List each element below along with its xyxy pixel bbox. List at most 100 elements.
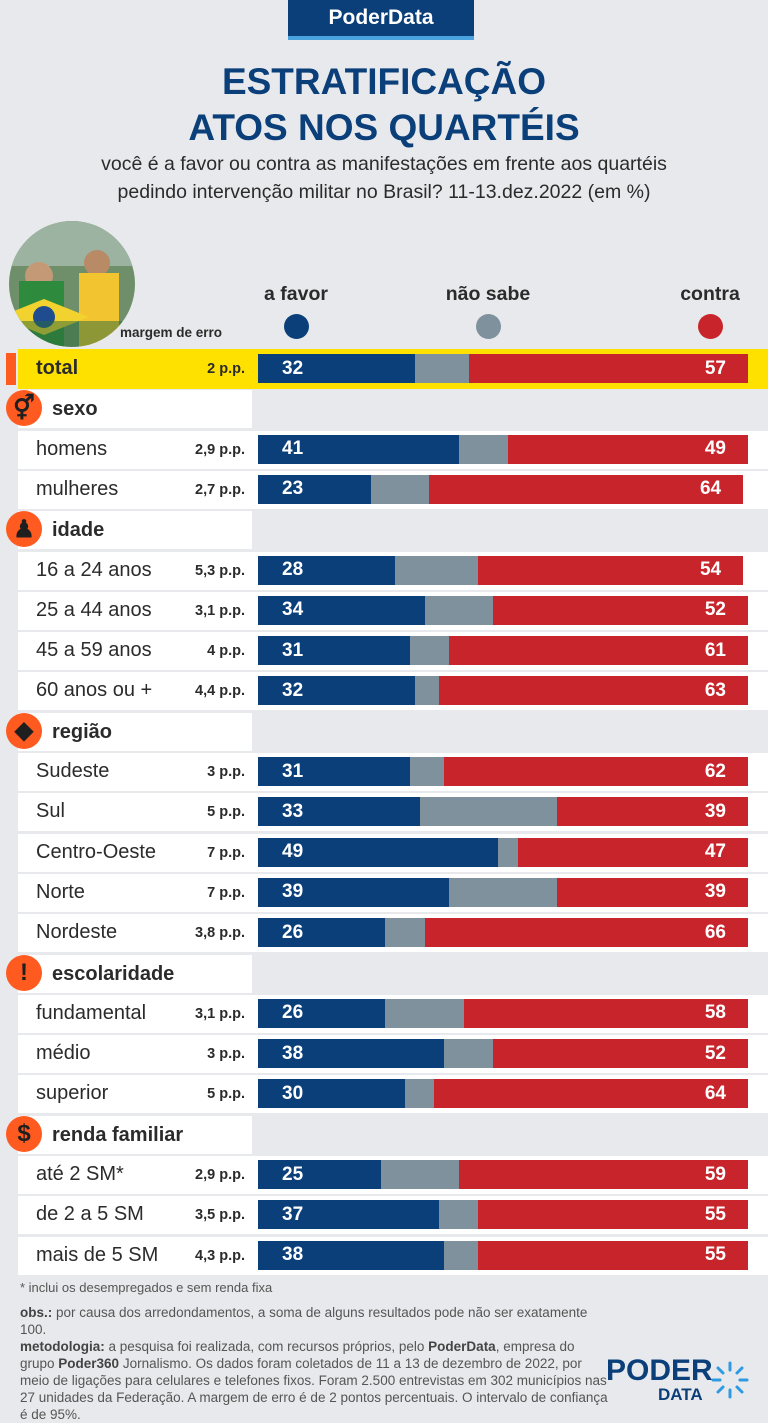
row-margin: 5,3 p.p. bbox=[195, 562, 245, 579]
section-header-bg bbox=[18, 954, 252, 993]
row-margin: 3,1 p.p. bbox=[195, 602, 245, 619]
bar-contra-label: 47 bbox=[704, 841, 726, 863]
bar-favor-label: 25 bbox=[282, 1163, 304, 1185]
bar-favor-label: 38 bbox=[282, 1042, 304, 1064]
section-header-bg bbox=[18, 511, 252, 550]
legend-favor-dot bbox=[283, 314, 309, 339]
exclamation-icon: ! bbox=[6, 954, 42, 991]
bar-nao-sabe bbox=[370, 474, 430, 504]
stacked-bar: 30 64 bbox=[258, 1079, 748, 1109]
bar-nao-sabe bbox=[409, 757, 445, 786]
obs-label: obs.: bbox=[20, 1305, 53, 1320]
logo-top: PODER bbox=[606, 1354, 713, 1387]
bar-contra: 54 bbox=[478, 555, 744, 585]
row-margin: 2,9 p.p. bbox=[195, 1167, 245, 1183]
stacked-bar: 34 52 bbox=[258, 595, 748, 625]
bar-nao-sabe bbox=[385, 918, 425, 948]
metodologia-text-3: Jornalismo. Os dados foram coletados de … bbox=[20, 1356, 608, 1422]
bar-contra-label: 59 bbox=[704, 1163, 726, 1185]
bar-favor-label: 23 bbox=[282, 478, 304, 500]
bar-contra: 52 bbox=[493, 595, 748, 625]
row-label-bg bbox=[18, 753, 252, 791]
section-header-bg-right bbox=[252, 511, 768, 550]
row-label-bg bbox=[18, 591, 252, 630]
bar-nao-sabe bbox=[419, 797, 557, 827]
bar-contra: 49 bbox=[507, 434, 748, 464]
brazil-map-icon: ◆ bbox=[6, 712, 42, 749]
row-label-bg bbox=[18, 430, 252, 469]
row-label: Sudeste bbox=[36, 760, 110, 782]
bar-contra: 39 bbox=[556, 797, 748, 827]
legend-nao-sabe-label: não sabe bbox=[445, 283, 531, 305]
page-title: ESTRATIFICAÇÃO bbox=[221, 61, 547, 102]
row-label: 25 a 44 anos bbox=[36, 598, 152, 621]
section-header-bg bbox=[18, 1115, 252, 1154]
bar-contra: 58 bbox=[463, 998, 748, 1028]
page-title-line2: ATOS NOS QUARTÉIS bbox=[188, 107, 580, 148]
legend-contra-dot bbox=[697, 314, 723, 339]
row-label-bg bbox=[18, 470, 252, 509]
bar-favor: 33 bbox=[258, 797, 420, 827]
row-label: superior bbox=[36, 1082, 109, 1105]
row-margin: 3 p.p. bbox=[207, 1046, 245, 1063]
row-label-bg bbox=[18, 994, 252, 1033]
row-margin: 3,5 p.p. bbox=[195, 1207, 245, 1224]
metodologia-brand2: Poder360 bbox=[58, 1356, 120, 1371]
row-label: 45 a 59 anos bbox=[36, 639, 152, 662]
bar-favor-label: 32 bbox=[282, 679, 304, 701]
stacked-bar: 26 58 bbox=[258, 998, 748, 1028]
bar-nao-sabe bbox=[444, 1240, 479, 1270]
bar-contra-label: 55 bbox=[704, 1244, 726, 1266]
section-header-bg bbox=[18, 712, 252, 751]
bar-nao-sabe bbox=[424, 595, 494, 625]
bar-contra: 63 bbox=[439, 676, 748, 706]
stacked-bar: 41 49 bbox=[258, 434, 748, 464]
legend-contra: contra bbox=[640, 283, 768, 339]
stacked-bar: 32 57 bbox=[258, 354, 748, 383]
bar-nao-sabe bbox=[405, 1079, 435, 1109]
row-margin: 3,8 p.p. bbox=[195, 925, 245, 942]
metodologia-brand: PoderData bbox=[428, 1339, 496, 1354]
poderdata-logo: PODER DATA bbox=[606, 1356, 756, 1416]
subtitle: você é a favor ou contra as manifestaçõe… bbox=[101, 153, 667, 175]
bar-nao-sabe bbox=[385, 998, 464, 1028]
bar-contra-label: 49 bbox=[704, 438, 726, 460]
legend-favor-label: a favor bbox=[264, 283, 328, 305]
stacked-bar: 31 62 bbox=[258, 757, 748, 786]
bar-favor-label: 39 bbox=[282, 881, 304, 903]
row-label: homens bbox=[36, 437, 108, 460]
subtitle-line2: pedindo intervenção militar no Brasil? 1… bbox=[117, 181, 651, 203]
section-label: renda familiar bbox=[52, 1123, 184, 1146]
sunburst-icon bbox=[711, 1361, 749, 1399]
bar-nao-sabe bbox=[498, 837, 518, 867]
bar-favor-label: 49 bbox=[282, 841, 304, 863]
methodology-notes: obs.: por causa dos arredondamentos, a s… bbox=[20, 1304, 610, 1423]
stacked-bar: 26 66 bbox=[258, 918, 748, 948]
stacked-bar: 28 54 bbox=[258, 555, 744, 585]
row-label: Nordeste bbox=[36, 921, 118, 944]
bar-nao-sabe bbox=[414, 354, 469, 383]
person-icon: ♟ bbox=[6, 511, 42, 548]
bar-contra-label: 62 bbox=[704, 760, 726, 782]
section-header-bg bbox=[18, 390, 252, 429]
section-header-bg-right bbox=[252, 954, 768, 993]
bar-favor: 38 bbox=[258, 1240, 445, 1270]
bar-contra-label: 64 bbox=[699, 478, 722, 500]
bar-favor: 41 bbox=[258, 434, 459, 464]
stacked-bar: 33 39 bbox=[258, 797, 748, 827]
row-label: Centro-Oeste bbox=[36, 840, 157, 863]
bar-favor-label: 33 bbox=[282, 800, 304, 822]
stacked-bar: 31 61 bbox=[258, 636, 748, 666]
bar-favor: 31 bbox=[258, 757, 410, 786]
bar-nao-sabe bbox=[414, 676, 440, 706]
bar-favor: 30 bbox=[258, 1079, 405, 1109]
bar-contra: 64 bbox=[434, 1079, 748, 1109]
bar-contra: 64 bbox=[429, 474, 744, 504]
section-header-bg-right bbox=[252, 390, 768, 429]
stacked-bar: 38 52 bbox=[258, 1039, 748, 1069]
brand-badge: PoderData bbox=[288, 0, 474, 40]
bar-contra: 66 bbox=[424, 918, 748, 948]
metodologia-label: metodologia: bbox=[20, 1339, 105, 1354]
bar-contra-label: 57 bbox=[704, 357, 726, 379]
bar-contra: 39 bbox=[556, 877, 748, 907]
